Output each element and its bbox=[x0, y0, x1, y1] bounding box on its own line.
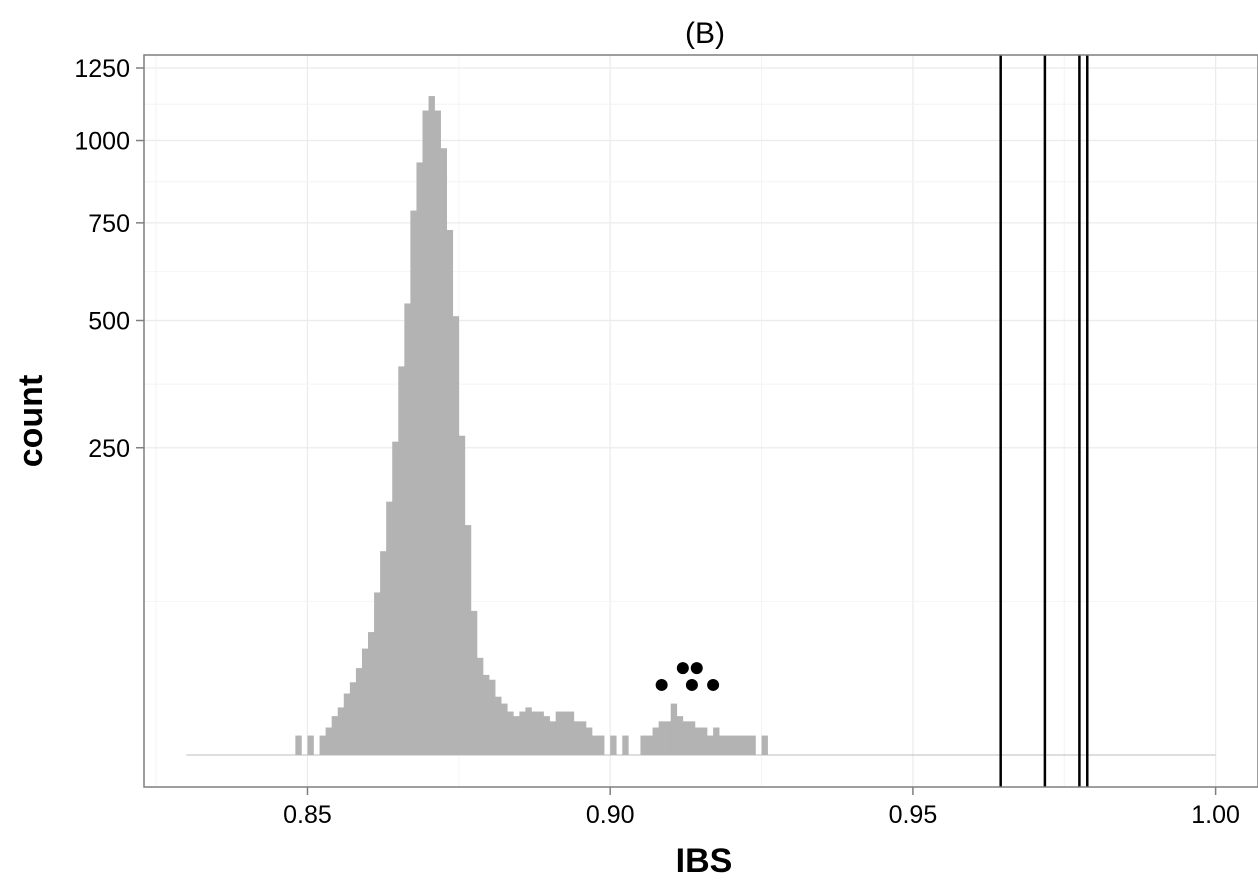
grid-lines bbox=[144, 55, 1258, 787]
histogram-bar bbox=[392, 441, 399, 755]
histogram-bar bbox=[670, 703, 678, 755]
histogram-bar bbox=[319, 735, 326, 755]
histogram-bar bbox=[567, 711, 575, 755]
histogram-bar bbox=[622, 735, 629, 755]
histogram-bar bbox=[707, 735, 714, 755]
histogram-bar bbox=[513, 716, 520, 755]
x-axis-tick-labels: 0.85 0.90 0.95 1.00 bbox=[283, 801, 1240, 829]
histogram-bar bbox=[507, 711, 514, 755]
histogram-bar bbox=[398, 366, 405, 755]
histogram-bar bbox=[525, 707, 532, 755]
histogram-bar bbox=[646, 735, 653, 755]
histogram-bar bbox=[374, 592, 381, 755]
histogram-bar bbox=[476, 657, 484, 755]
histogram-bar bbox=[434, 110, 441, 756]
histogram-bar bbox=[664, 721, 672, 755]
histogram-bar bbox=[307, 735, 314, 755]
x-axis-tick-label: 0.90 bbox=[586, 801, 635, 829]
histogram-bar bbox=[658, 721, 665, 755]
data-point bbox=[690, 662, 703, 675]
panel-border bbox=[143, 54, 1258, 788]
histogram-bar bbox=[701, 727, 708, 755]
histogram-bar bbox=[610, 735, 617, 755]
histogram-bar bbox=[719, 735, 726, 755]
axis-ticks bbox=[136, 67, 1217, 795]
vertical-reference-lines bbox=[999, 55, 1089, 787]
histogram-bar bbox=[731, 735, 738, 755]
histogram-bar bbox=[761, 735, 768, 755]
histogram-bar bbox=[489, 679, 496, 755]
histogram-bar bbox=[404, 303, 411, 755]
histogram-bar bbox=[640, 735, 647, 755]
x-axis-tick-label: 0.95 bbox=[889, 801, 938, 829]
histogram-bar bbox=[713, 727, 720, 755]
histogram-bar bbox=[501, 703, 508, 755]
histogram-bar bbox=[537, 711, 544, 755]
histogram-bar bbox=[555, 711, 563, 755]
data-points bbox=[655, 662, 720, 691]
histogram-bar bbox=[676, 716, 684, 755]
histogram-bar bbox=[592, 735, 599, 755]
data-point bbox=[655, 678, 668, 691]
histogram-bar bbox=[561, 711, 569, 755]
histogram-bar bbox=[483, 674, 490, 755]
x-axis-tick-label: 0.85 bbox=[283, 801, 332, 829]
histogram-bar bbox=[440, 148, 448, 755]
histogram-bar bbox=[682, 721, 690, 755]
y-axis-tick-label: 500 bbox=[88, 308, 130, 336]
histogram-bar bbox=[470, 610, 478, 755]
y-axis-tick-label: 750 bbox=[88, 210, 130, 238]
histogram-bar bbox=[519, 711, 526, 755]
histogram-bar bbox=[368, 632, 375, 755]
histogram-bar bbox=[361, 648, 369, 755]
histogram-bar bbox=[386, 501, 393, 755]
histogram-bar bbox=[688, 721, 696, 755]
y-axis-tick-labels: 250 500 750 1000 1250 bbox=[74, 55, 130, 463]
y-axis-tick-label: 250 bbox=[88, 435, 130, 463]
histogram-bar bbox=[694, 727, 702, 755]
histogram-bar bbox=[446, 229, 454, 755]
histogram-bars bbox=[295, 96, 768, 756]
data-point bbox=[707, 678, 720, 691]
x-axis-title: IBS bbox=[676, 842, 733, 880]
histogram-bar bbox=[428, 96, 435, 756]
histogram-bar bbox=[585, 727, 593, 755]
histogram-bar bbox=[343, 693, 351, 755]
histogram-bar bbox=[331, 716, 339, 755]
histogram-bar bbox=[749, 735, 756, 755]
histogram-bar bbox=[416, 162, 423, 755]
histogram-bar bbox=[531, 711, 538, 755]
histogram-bar bbox=[355, 668, 363, 755]
histogram-bar bbox=[598, 735, 605, 755]
histogram-bar bbox=[495, 696, 502, 755]
histogram-bar bbox=[579, 721, 587, 755]
histogram-bar bbox=[410, 210, 417, 755]
histogram-bar bbox=[325, 727, 332, 755]
y-axis-tick-label: 1000 bbox=[74, 128, 130, 156]
histogram-bar bbox=[452, 316, 460, 755]
histogram-bar bbox=[337, 707, 345, 755]
data-point bbox=[685, 678, 698, 691]
histogram-bar bbox=[743, 735, 750, 755]
data-point bbox=[676, 662, 689, 675]
histogram-bar bbox=[380, 551, 387, 755]
histogram-bar bbox=[295, 735, 302, 755]
x-axis-tick-label: 1.00 bbox=[1191, 801, 1240, 829]
histogram-bar bbox=[549, 721, 556, 755]
histogram-bar bbox=[725, 735, 732, 755]
histogram-bar bbox=[652, 727, 659, 755]
histogram-bar bbox=[422, 110, 429, 756]
y-axis-tick-label: 1250 bbox=[74, 55, 130, 83]
chart-title: (B) bbox=[685, 17, 725, 50]
histogram-bar bbox=[349, 682, 357, 755]
histogram-bar bbox=[573, 721, 581, 755]
histogram-bar bbox=[737, 735, 744, 755]
histogram-bar bbox=[464, 525, 472, 755]
histogram-bar bbox=[458, 435, 466, 755]
histogram-bar bbox=[543, 716, 550, 755]
y-axis-title: count bbox=[12, 375, 50, 468]
